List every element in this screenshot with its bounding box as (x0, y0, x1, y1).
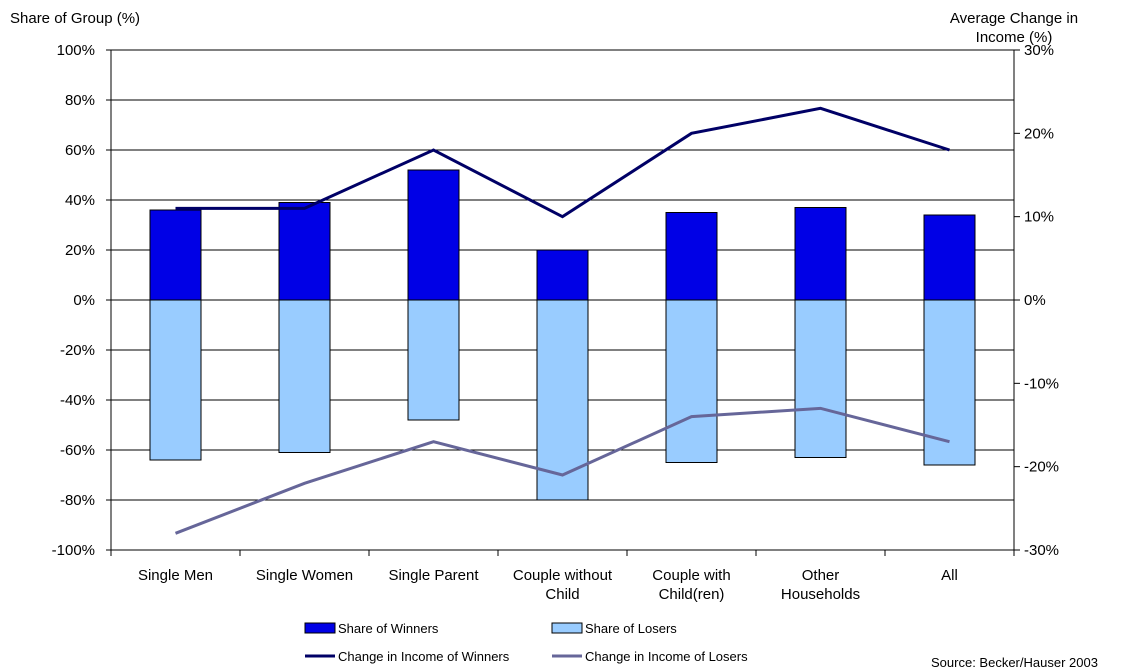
legend-label: Share of Winners (338, 621, 439, 636)
left-tick-label: -80% (60, 492, 95, 509)
lines (174, 106, 950, 535)
left-tick-label: 20% (65, 242, 95, 259)
right-tick-label: 20% (1024, 125, 1054, 142)
left-tick-label: -100% (52, 542, 95, 559)
right-tick-label: 30% (1024, 42, 1054, 59)
left-tick-label: 40% (65, 192, 95, 209)
bar (665, 212, 718, 301)
right-tick-label: 0% (1024, 292, 1046, 309)
right-axis-title: Average Change in (950, 10, 1078, 27)
legend-label: Share of Losers (585, 621, 677, 636)
category-label: All (941, 567, 958, 584)
bar (149, 299, 202, 461)
category-label: Single Men (138, 567, 213, 584)
legend-swatch (304, 622, 336, 634)
bar (278, 299, 331, 453)
bar (794, 299, 847, 458)
source-note: Source: Becker/Hauser 2003 (931, 655, 1098, 670)
series-line (175, 106, 950, 219)
left-tick-label: -20% (60, 342, 95, 359)
legend-label: Change in Income of Losers (585, 649, 748, 664)
category-label: Households (781, 586, 860, 603)
left-tick-label: 60% (65, 142, 95, 159)
legend-label: Change in Income of Winners (338, 649, 510, 664)
category-label: Couple without (513, 567, 613, 584)
category-label: Single Parent (388, 567, 479, 584)
bar (923, 214, 976, 301)
category-label: Other (802, 567, 840, 584)
right-axis-title: Income (%) (976, 29, 1053, 46)
category-label: Single Women (256, 567, 353, 584)
bar (407, 169, 460, 301)
right-tick-label: -20% (1024, 459, 1059, 476)
left-tick-label: 80% (65, 92, 95, 109)
left-axis-title: Share of Group (%) (10, 10, 140, 27)
right-tick-label: -10% (1024, 375, 1059, 392)
legend: Share of Winners Share of Losers Change in… (304, 621, 748, 664)
bars (149, 169, 976, 501)
bar (407, 299, 460, 421)
bar (149, 209, 202, 301)
axes (106, 49, 1020, 556)
legend-swatch (551, 622, 583, 634)
left-tick-label: 0% (73, 292, 95, 309)
axis-labels: 100% 80% 60% 40% 20% 0% -20% -40% -60% -80% -100% 3… (10, 10, 1078, 603)
bar (794, 207, 847, 301)
left-tick-label: -60% (60, 442, 95, 459)
left-tick-label: -40% (60, 392, 95, 409)
right-tick-label: 10% (1024, 209, 1054, 226)
series-line (174, 406, 950, 535)
category-label: Child(ren) (659, 586, 725, 603)
category-label: Child (545, 586, 579, 603)
category-label: Couple with (652, 567, 730, 584)
bar (278, 202, 331, 301)
left-tick-label: 100% (57, 42, 95, 59)
right-tick-label: -30% (1024, 542, 1059, 559)
bar (665, 299, 718, 463)
bar (536, 249, 589, 301)
